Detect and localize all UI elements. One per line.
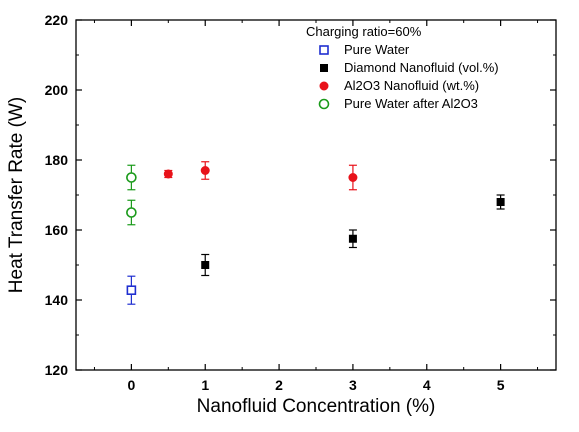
axis-ticks <box>76 19 556 371</box>
data-point <box>126 285 137 296</box>
legend-marker <box>319 45 329 55</box>
legend-label: Diamond Nanofluid (vol.%) <box>344 60 499 75</box>
legend-marker <box>319 81 329 91</box>
data-points <box>126 161 505 305</box>
legend-marker <box>320 64 328 72</box>
axis-tick-labels: 0 1 2 3 4 5 120 140 160 180 200 220 <box>45 12 505 393</box>
x-tick-label: 2 <box>275 377 283 393</box>
x-tick-label: 1 <box>201 377 209 393</box>
legend-label: Pure Water <box>344 42 410 57</box>
x-tick-label: 0 <box>127 377 135 393</box>
data-point <box>163 169 173 179</box>
data-point <box>200 166 210 175</box>
data-point <box>496 198 505 206</box>
y-tick-label: 160 <box>45 222 69 238</box>
y-tick-label: 120 <box>45 362 69 378</box>
data-point <box>126 172 137 183</box>
x-axis-title: Nanofluid Concentration (%) <box>197 396 436 417</box>
data-point <box>201 261 210 269</box>
x-tick-label: 5 <box>497 377 505 393</box>
legend-marker <box>318 98 330 110</box>
x-tick-label: 4 <box>423 377 431 393</box>
legend-label: Al2O3 Nanofluid (wt.%) <box>344 78 479 93</box>
legend-title: Charging ratio=60% <box>306 24 422 39</box>
legend: Charging ratio=60% Pure Water Diamond Nan… <box>306 24 499 111</box>
data-point <box>348 234 357 243</box>
y-tick-label: 200 <box>45 82 69 98</box>
y-tick-label: 180 <box>45 152 69 168</box>
legend-label: Pure Water after Al2O3 <box>344 96 478 111</box>
x-tick-label: 3 <box>349 377 357 393</box>
data-point <box>348 173 358 182</box>
data-point <box>126 207 137 218</box>
y-axis-title: Heat Transfer Rate (W) <box>6 97 27 293</box>
legend-items: Pure Water Diamond Nanofluid (vol.%) Al2O3… <box>318 42 499 111</box>
y-tick-label: 140 <box>45 292 69 308</box>
y-tick-label: 220 <box>45 12 69 28</box>
